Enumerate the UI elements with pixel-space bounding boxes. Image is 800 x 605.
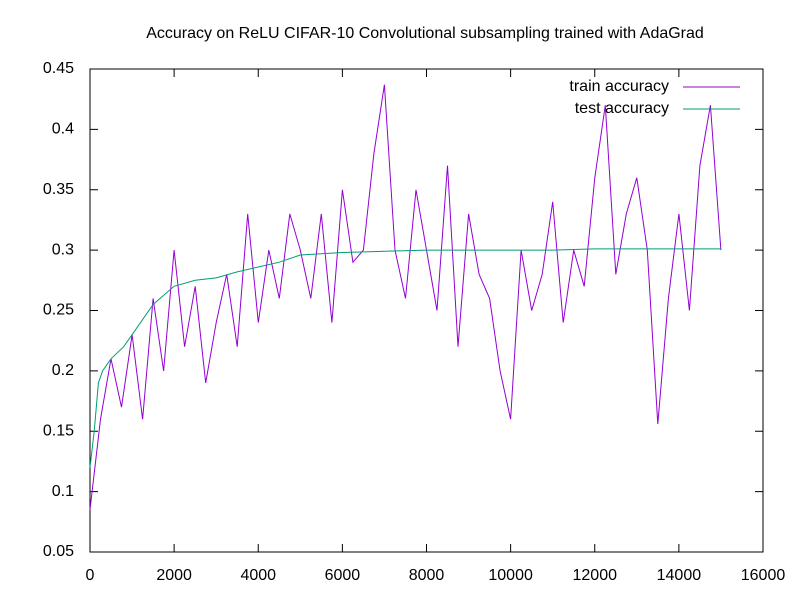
x-tick-label: 4000: [240, 567, 276, 584]
x-tick-label: 0: [86, 567, 95, 584]
x-tick-label: 14000: [657, 567, 702, 584]
data-line: [89, 248, 721, 468]
x-tick-label: 12000: [573, 567, 618, 584]
y-tick-label: 0.45: [43, 60, 74, 77]
x-tick-label: 10000: [488, 567, 533, 584]
legend-label: test accuracy: [575, 100, 669, 117]
x-tick-label: 2000: [156, 567, 192, 584]
chart-title: Accuracy on ReLU CIFAR-10 Convolutional …: [146, 25, 704, 42]
y-tick-label: 0.1: [52, 483, 74, 500]
y-tick-label: 0.2: [52, 362, 74, 379]
x-tick-label: 6000: [325, 567, 361, 584]
y-tick-label: 0.25: [43, 302, 74, 319]
data-line: [89, 84, 722, 510]
y-tick-label: 0.35: [43, 181, 74, 198]
y-tick-label: 0.3: [52, 241, 74, 258]
legend-label: train accuracy: [569, 78, 669, 95]
y-tick-label: 0.05: [43, 543, 74, 560]
y-tick-label: 0.15: [43, 422, 74, 439]
x-tick-label: 8000: [409, 567, 445, 584]
x-tick-label: 16000: [741, 567, 786, 584]
y-tick-label: 0.4: [52, 121, 74, 138]
